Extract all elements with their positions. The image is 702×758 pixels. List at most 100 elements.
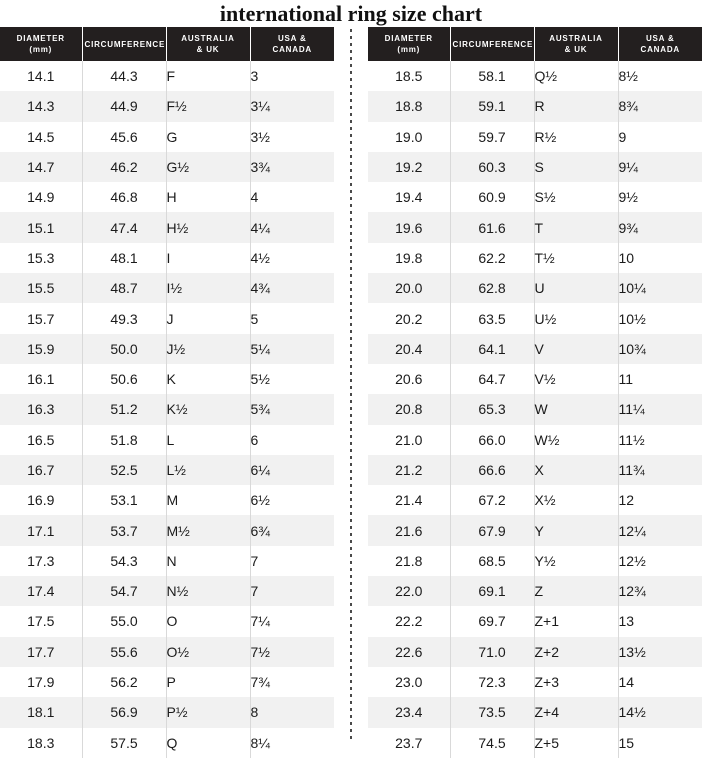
cell-usa-canada: 4¼ [250, 212, 334, 243]
cell-circumference: 49.3 [82, 303, 167, 334]
table-body-right: 18.5 58.1 Q½ 8½ 18.8 59.1 R 8¾ 19.0 59.7 R½ 9 19.2 60… [368, 61, 702, 758]
cell-circumference: 44.3 [82, 61, 167, 92]
cell-usa-canada: 9 [618, 121, 702, 152]
cell-usa-canada: 7 [250, 545, 334, 577]
table-row: 19.4 60.9 S½ 9½ [368, 182, 702, 213]
cell-diameter: 21.6 [368, 515, 451, 546]
cell-usa-canada: 11¼ [618, 394, 702, 425]
header-line1: DIAMETER [16, 34, 65, 43]
table-row: 15.5 48.7 I½ 4¾ [0, 273, 334, 304]
cell-circumference: 73.5 [450, 697, 535, 728]
cell-australia-uk: G [166, 121, 251, 152]
cell-circumference: 51.2 [82, 394, 167, 425]
table-row: 15.3 48.1 I 4½ [0, 242, 334, 274]
cell-circumference: 46.2 [82, 151, 167, 183]
table-row: 15.7 49.3 J 5 [0, 303, 334, 334]
cell-australia-uk: Y [534, 515, 619, 546]
cell-australia-uk: F½ [166, 91, 251, 122]
cell-australia-uk: V [534, 333, 619, 364]
cell-usa-canada: 9¼ [618, 151, 702, 183]
cell-australia-uk: H½ [166, 212, 251, 243]
table-row: 20.8 65.3 W 11¼ [368, 394, 702, 425]
cell-australia-uk: M [166, 485, 251, 516]
cell-diameter: 15.3 [0, 242, 83, 274]
cell-usa-canada: 4¾ [250, 273, 334, 304]
cell-australia-uk: P½ [166, 697, 251, 728]
page-title: international ring size chart [219, 1, 483, 26]
cell-australia-uk: Z+3 [534, 666, 619, 698]
cell-usa-canada: 8¼ [250, 727, 334, 758]
cell-circumference: 66.6 [450, 454, 535, 486]
cell-australia-uk: X [534, 454, 619, 486]
table-row: 18.5 58.1 Q½ 8½ [368, 61, 702, 92]
cell-australia-uk: O [166, 606, 251, 637]
column-header-usa-canada: USA & CANADA [618, 27, 702, 61]
cell-australia-uk: Q½ [534, 61, 619, 92]
cell-circumference: 62.2 [450, 242, 535, 274]
cell-diameter: 21.2 [368, 454, 451, 486]
cell-circumference: 59.7 [450, 121, 535, 152]
cell-australia-uk: Q [166, 727, 251, 758]
cell-diameter: 15.5 [0, 273, 83, 304]
cell-usa-canada: 3¼ [250, 91, 334, 122]
cell-circumference: 65.3 [450, 394, 535, 425]
cell-circumference: 51.8 [82, 424, 167, 455]
table-row: 21.2 66.6 X 11¾ [368, 454, 702, 486]
header-line1: DIAMETER [384, 34, 433, 43]
cell-circumference: 56.9 [82, 697, 167, 728]
cell-australia-uk: Z+4 [534, 697, 619, 728]
header-row: DIAMETER (mm) CIRCUMFERENCE AUSTRALIA & … [0, 27, 334, 61]
cell-diameter: 17.4 [0, 576, 83, 607]
header-line1: AUSTRALIA [549, 34, 603, 43]
table-row: 18.3 57.5 Q 8¼ [0, 727, 334, 758]
cell-usa-canada: 7 [250, 576, 334, 607]
cell-circumference: 71.0 [450, 636, 535, 667]
cell-australia-uk: W [534, 394, 619, 425]
cell-australia-uk: I½ [166, 273, 251, 304]
column-header-diameter: DIAMETER (mm) [368, 27, 451, 61]
table-row: 21.8 68.5 Y½ 12½ [368, 545, 702, 577]
cell-usa-canada: 8½ [618, 61, 702, 92]
cell-usa-canada: 6¾ [250, 515, 334, 546]
table-row: 17.7 55.6 O½ 7½ [0, 636, 334, 667]
cell-usa-canada: 5¼ [250, 333, 334, 364]
cell-diameter: 19.8 [368, 242, 451, 274]
table-row: 19.0 59.7 R½ 9 [368, 121, 702, 152]
cell-usa-canada: 3½ [250, 121, 334, 152]
cell-circumference: 50.0 [82, 333, 167, 364]
cell-usa-canada: 4½ [250, 242, 334, 274]
cell-circumference: 54.7 [82, 576, 167, 607]
left-table-block: DIAMETER (mm) CIRCUMFERENCE AUSTRALIA & … [0, 27, 334, 758]
cell-diameter: 14.1 [0, 61, 83, 92]
header-line2: (mm) [29, 45, 53, 54]
cell-diameter: 16.9 [0, 485, 83, 516]
cell-diameter: 21.8 [368, 545, 451, 577]
table-row: 19.8 62.2 T½ 10 [368, 242, 702, 274]
cell-usa-canada: 10¼ [618, 273, 702, 304]
table-row: 22.2 69.7 Z+1 13 [368, 606, 702, 637]
cell-diameter: 16.3 [0, 394, 83, 425]
cell-diameter: 16.7 [0, 454, 83, 486]
cell-circumference: 64.1 [450, 333, 535, 364]
cell-australia-uk: G½ [166, 151, 251, 183]
cell-australia-uk: N½ [166, 576, 251, 607]
cell-circumference: 62.8 [450, 273, 535, 304]
cell-diameter: 19.2 [368, 151, 451, 183]
cell-diameter: 15.9 [0, 333, 83, 364]
cell-usa-canada: 6¼ [250, 454, 334, 486]
cell-australia-uk: I [166, 242, 251, 274]
cell-australia-uk: T½ [534, 242, 619, 274]
header-line1: AUSTRALIA [181, 34, 235, 43]
cell-circumference: 67.9 [450, 515, 535, 546]
table-row: 15.1 47.4 H½ 4¼ [0, 212, 334, 243]
table-row: 14.7 46.2 G½ 3¾ [0, 151, 334, 183]
table-row: 17.4 54.7 N½ 7 [0, 576, 334, 607]
header-line2: (mm) [397, 45, 421, 54]
cell-australia-uk: W½ [534, 424, 619, 455]
column-header-diameter: DIAMETER (mm) [0, 27, 83, 61]
cell-diameter: 19.4 [368, 182, 451, 213]
table-row: 19.2 60.3 S 9¼ [368, 151, 702, 183]
column-header-australia-uk: AUSTRALIA & UK [534, 27, 619, 61]
cell-diameter: 16.1 [0, 363, 83, 395]
cell-diameter: 23.4 [368, 697, 451, 728]
